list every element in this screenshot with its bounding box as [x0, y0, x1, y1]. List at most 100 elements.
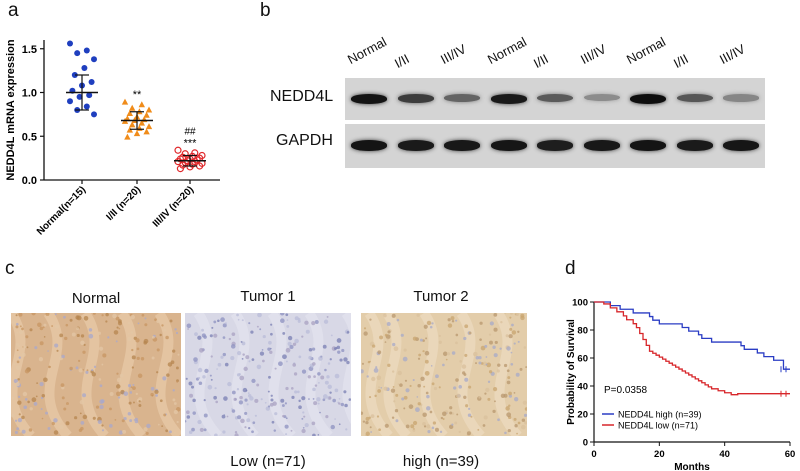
ihc-cell — [222, 430, 226, 434]
ihc-cell — [41, 417, 44, 420]
ihc-cell — [127, 383, 132, 388]
ihc-cell — [40, 408, 43, 410]
ihc-cell — [451, 320, 455, 323]
data-point-early-stage — [129, 104, 136, 111]
ihc-cell — [268, 340, 272, 345]
ihc-cell — [76, 333, 80, 338]
ihc-cell — [216, 368, 218, 370]
ihc-cell — [517, 340, 520, 343]
ihc-cell — [172, 389, 175, 392]
ihc-cell — [507, 376, 511, 380]
ihc-cell — [237, 351, 242, 356]
blot-lane-label: III/IV — [437, 41, 469, 67]
ihc-cell — [417, 357, 421, 360]
ihc-cell — [403, 395, 408, 400]
ihc-cell — [338, 402, 341, 405]
data-point-early-stage — [133, 130, 141, 137]
ihc-cell — [211, 326, 214, 329]
ihc-cell — [41, 393, 46, 398]
ihc-cell — [301, 396, 306, 401]
ihc-cell — [240, 340, 243, 343]
ihc-cell — [291, 395, 295, 399]
ihc-cell — [312, 387, 316, 392]
ihc-cell — [369, 426, 372, 429]
ihc-cell — [423, 324, 428, 329]
ihc-cell — [246, 403, 249, 406]
ihc-cell — [449, 411, 453, 415]
ihc-cell — [303, 415, 306, 418]
ihc-cell — [465, 404, 469, 408]
ihc-cell — [417, 384, 421, 388]
ihc-cell — [397, 370, 402, 376]
ihc-cell — [135, 392, 138, 396]
ihc-cell — [19, 330, 23, 335]
ihc-cell — [430, 365, 433, 367]
ihc-cell — [154, 389, 159, 394]
ihc-cell — [487, 397, 491, 401]
ihc-cell — [508, 404, 511, 407]
ihc-cell — [15, 382, 20, 387]
data-point-early-stage — [143, 128, 150, 135]
ihc-cell — [129, 391, 133, 394]
ihc-cell — [63, 407, 67, 411]
ihc-cell — [11, 413, 15, 418]
ihc-cell — [65, 421, 70, 426]
ihc-cell — [118, 430, 124, 435]
ihc-cell — [234, 430, 238, 434]
ihc-cell — [363, 331, 368, 336]
ihc-image-tumor-2 — [361, 313, 527, 436]
ihc-title-normal: Normal — [71, 290, 121, 307]
panel-letter-d: d — [565, 258, 576, 279]
ihc-cell — [25, 335, 29, 339]
ihc-cell — [231, 409, 236, 413]
ihc-cell — [26, 346, 29, 349]
blot-lane-label: Normal — [344, 34, 390, 67]
ihc-cell — [43, 323, 47, 327]
ihc-cell — [510, 362, 514, 366]
ihc-cell — [455, 333, 459, 337]
ihc-cell — [17, 395, 21, 399]
blot-band — [676, 94, 713, 103]
ihc-cell — [426, 424, 431, 429]
ihc-cell — [238, 373, 241, 376]
ihc-cell — [374, 394, 377, 398]
ihc-cell — [301, 428, 306, 434]
ihc-cell — [186, 415, 191, 419]
ihc-cell — [251, 358, 255, 362]
ihc-cell — [525, 366, 527, 369]
ihc-cell — [383, 313, 387, 318]
ihc-cell — [34, 346, 38, 350]
ihc-cell — [432, 421, 437, 425]
x-tick-label: I/II (n=20) — [104, 184, 143, 223]
ihc-cell — [485, 363, 488, 366]
ihc-cell — [366, 375, 369, 378]
ihc-cell — [201, 328, 204, 332]
ihc-cell — [285, 347, 291, 353]
ihc-cell — [56, 349, 59, 352]
ihc-cell — [467, 413, 472, 417]
ihc-cell — [213, 333, 218, 338]
ihc-cell — [247, 394, 252, 398]
data-point-early-stage — [129, 121, 136, 128]
ihc-cell — [51, 325, 54, 327]
y-tick-label: 80 — [577, 326, 588, 337]
ihc-cell — [21, 429, 26, 434]
blot-lane-label: I/II — [391, 50, 412, 71]
ihc-cell — [334, 373, 340, 379]
y-tick-label: 1.0 — [22, 88, 37, 100]
ihc-cell — [493, 327, 498, 332]
ihc-cell — [176, 380, 179, 383]
ihc-tissue-structure — [341, 313, 351, 424]
ihc-cell — [400, 333, 404, 337]
ihc-cell — [519, 367, 523, 371]
ihc-cell — [131, 348, 134, 352]
ihc-cell — [210, 378, 213, 381]
ihc-cell — [373, 368, 379, 373]
ihc-cell — [13, 378, 18, 384]
ihc-cell — [426, 320, 432, 326]
ihc-cell — [244, 398, 248, 402]
ihc-cell — [508, 334, 513, 339]
ihc-cell — [241, 357, 244, 360]
ihc-cell — [488, 333, 492, 336]
ihc-cell — [413, 428, 415, 430]
